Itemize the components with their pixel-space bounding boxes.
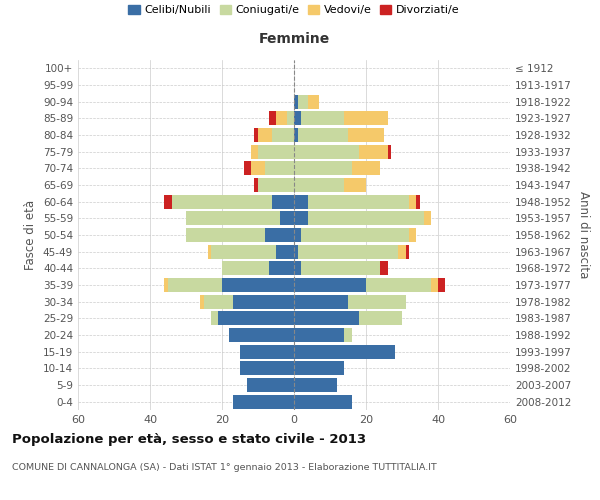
Bar <box>218 311 294 326</box>
Bar <box>359 311 402 326</box>
Bar <box>380 261 388 276</box>
Bar <box>269 112 276 126</box>
Bar <box>222 261 269 276</box>
Bar <box>416 194 420 209</box>
Bar <box>272 194 294 209</box>
Bar <box>294 294 348 308</box>
Bar <box>208 244 211 259</box>
Bar <box>301 112 344 126</box>
Bar <box>424 211 431 226</box>
Bar <box>211 244 276 259</box>
Bar <box>240 361 294 376</box>
Bar <box>294 328 344 342</box>
Bar <box>344 178 366 192</box>
Bar <box>301 228 409 242</box>
Bar <box>301 261 380 276</box>
Bar <box>294 378 337 392</box>
Bar <box>409 228 416 242</box>
Bar <box>294 194 308 209</box>
Text: Popolazione per età, sesso e stato civile - 2013: Popolazione per età, sesso e stato civil… <box>12 432 366 446</box>
Bar <box>294 344 395 359</box>
Bar <box>276 112 287 126</box>
Bar <box>294 394 352 409</box>
Bar <box>186 228 265 242</box>
Bar <box>272 128 294 142</box>
Bar <box>344 328 352 342</box>
Bar <box>229 328 294 342</box>
Bar <box>308 194 409 209</box>
Bar <box>186 211 280 226</box>
Bar <box>265 162 294 175</box>
Bar <box>258 128 272 142</box>
Bar <box>244 162 251 175</box>
Bar <box>294 361 344 376</box>
Bar <box>308 211 424 226</box>
Bar <box>204 294 233 308</box>
Y-axis label: Fasce di età: Fasce di età <box>25 200 37 270</box>
Bar <box>294 244 298 259</box>
Bar <box>294 311 359 326</box>
Bar <box>294 211 308 226</box>
Bar <box>294 94 298 109</box>
Bar <box>308 94 319 109</box>
Bar <box>222 278 294 292</box>
Bar <box>265 228 294 242</box>
Bar <box>298 94 308 109</box>
Bar <box>294 228 301 242</box>
Bar <box>366 278 431 292</box>
Bar <box>240 344 294 359</box>
Bar <box>388 144 391 159</box>
Bar <box>294 144 359 159</box>
Bar <box>172 194 272 209</box>
Bar <box>251 144 258 159</box>
Bar <box>409 194 416 209</box>
Bar <box>298 244 398 259</box>
Bar <box>280 211 294 226</box>
Bar <box>211 311 218 326</box>
Bar <box>359 144 388 159</box>
Bar <box>294 278 366 292</box>
Bar <box>352 162 380 175</box>
Bar <box>294 112 301 126</box>
Bar <box>431 278 438 292</box>
Bar <box>287 112 294 126</box>
Bar <box>233 294 294 308</box>
Bar <box>348 128 384 142</box>
Text: Femmine: Femmine <box>259 32 329 46</box>
Bar <box>251 162 265 175</box>
Bar <box>258 144 294 159</box>
Y-axis label: Anni di nascita: Anni di nascita <box>577 192 590 278</box>
Bar <box>406 244 409 259</box>
Bar <box>254 128 258 142</box>
Bar <box>298 128 348 142</box>
Bar <box>348 294 406 308</box>
Bar <box>269 261 294 276</box>
Bar <box>398 244 406 259</box>
Bar <box>258 178 294 192</box>
Bar <box>294 128 298 142</box>
Bar <box>200 294 204 308</box>
Legend: Celibi/Nubili, Coniugati/e, Vedovi/e, Divorziati/e: Celibi/Nubili, Coniugati/e, Vedovi/e, Di… <box>124 0 464 20</box>
Bar <box>168 278 222 292</box>
Bar <box>294 261 301 276</box>
Bar <box>247 378 294 392</box>
Bar <box>233 394 294 409</box>
Bar <box>254 178 258 192</box>
Bar <box>164 194 172 209</box>
Bar <box>438 278 445 292</box>
Text: COMUNE DI CANNALONGA (SA) - Dati ISTAT 1° gennaio 2013 - Elaborazione TUTTITALIA: COMUNE DI CANNALONGA (SA) - Dati ISTAT 1… <box>12 462 437 471</box>
Bar <box>276 244 294 259</box>
Bar <box>294 162 352 175</box>
Bar <box>344 112 388 126</box>
Bar <box>164 278 168 292</box>
Bar <box>294 178 344 192</box>
